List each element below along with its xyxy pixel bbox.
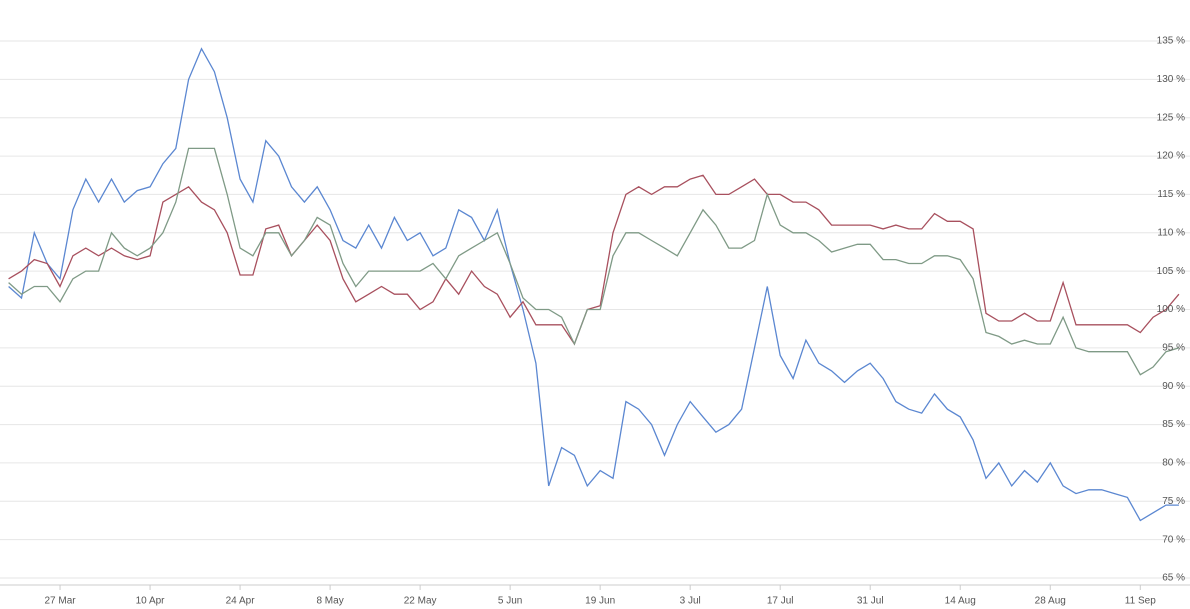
y-tick-label: 135 % xyxy=(1157,36,1185,47)
y-tick-label: 115 % xyxy=(1157,189,1185,200)
y-tick-label: 110 % xyxy=(1157,227,1185,238)
y-tick-label: 100 % xyxy=(1157,304,1185,315)
y-tick-label: 95 % xyxy=(1162,342,1185,353)
x-tick-label: 31 Jul xyxy=(857,596,884,607)
x-tick-label: 14 Aug xyxy=(945,596,976,607)
x-tick-label: 24 Apr xyxy=(226,596,256,607)
y-tick-label: 80 % xyxy=(1162,458,1185,469)
x-tick-label: 8 May xyxy=(316,596,343,607)
series-line xyxy=(8,174,1180,346)
x-tick-label: 5 Jun xyxy=(498,596,522,607)
x-tick-label: 19 Jun xyxy=(585,596,615,607)
x-tick-label: 22 May xyxy=(404,596,437,607)
y-tick-label: 75 % xyxy=(1162,496,1185,507)
y-tick-label: 70 % xyxy=(1162,534,1185,545)
y-tick-label: 125 % xyxy=(1157,112,1185,123)
grid xyxy=(0,40,1190,590)
x-tick-label: 17 Jul xyxy=(767,596,794,607)
series-line xyxy=(8,147,1180,376)
lines xyxy=(8,47,1180,522)
y-tick-label: 120 % xyxy=(1157,151,1185,162)
y-tick-label: 90 % xyxy=(1162,381,1185,392)
x-tick-label: 28 Aug xyxy=(1035,596,1066,607)
y-tick-label: 105 % xyxy=(1157,266,1185,277)
y-tick-label: 130 % xyxy=(1157,74,1185,85)
x-tick-label: 27 Mar xyxy=(44,596,76,607)
y-tick-label: 65 % xyxy=(1162,573,1185,584)
labels: 65 % 70 % 75 % 80 % 85 % 90 % 95 % 100 % 105 % 11… xyxy=(44,36,1185,607)
x-tick-label: 11 Sep xyxy=(1125,596,1156,607)
y-tick-label: 85 % xyxy=(1162,419,1185,430)
series-line xyxy=(8,47,1179,522)
x-tick-label: 3 Jul xyxy=(680,596,701,607)
x-tick-label: 10 Apr xyxy=(136,596,166,607)
